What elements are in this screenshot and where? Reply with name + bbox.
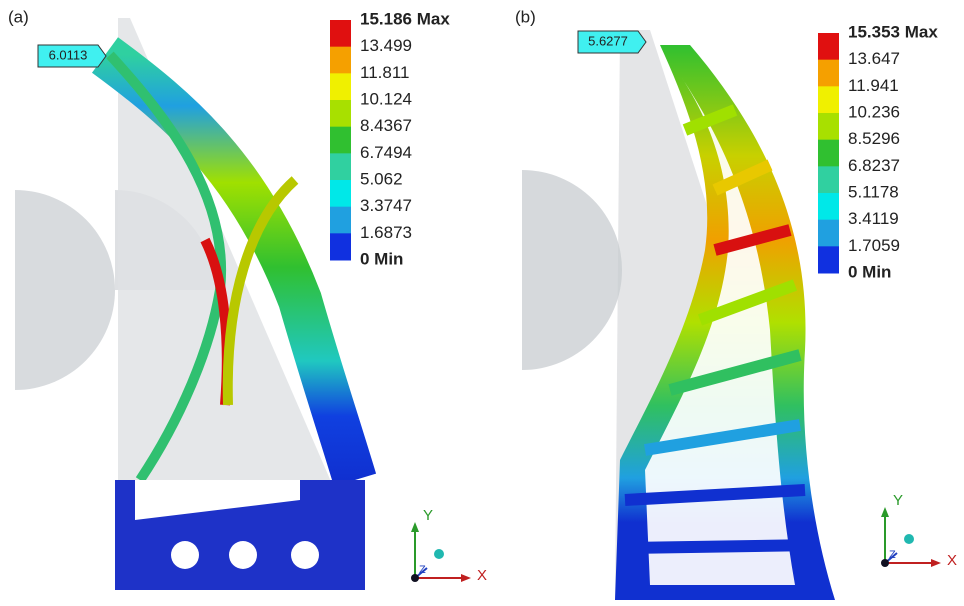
legend-swatch xyxy=(330,47,351,74)
legend-swatch xyxy=(818,246,839,273)
legend-swatch xyxy=(330,127,351,154)
legend-label: 3.4119 xyxy=(848,209,899,228)
legend-swatch xyxy=(330,207,351,234)
model-a xyxy=(15,18,365,590)
origin xyxy=(881,559,889,567)
legend-label: 5.1178 xyxy=(848,182,899,201)
axis-y-head xyxy=(411,522,419,532)
legend-swatch xyxy=(818,193,839,220)
legend-label: 10.236 xyxy=(848,102,900,121)
legend-swatch xyxy=(330,180,351,207)
view-sphere xyxy=(904,534,914,544)
legend-label: 6.7494 xyxy=(360,143,412,162)
view-sphere xyxy=(434,549,444,559)
legend-label: 13.499 xyxy=(360,36,412,55)
legend-swatch xyxy=(818,140,839,167)
legend-label: 13.647 xyxy=(848,49,900,68)
axis-y-label: Y xyxy=(423,507,433,524)
legend-swatch xyxy=(330,73,351,100)
legend-label: 1.6873 xyxy=(360,223,412,242)
legend-swatch xyxy=(818,220,839,247)
legend-label: 0 Min xyxy=(848,262,891,281)
axis-y-head xyxy=(881,507,889,517)
panel-label: (b) xyxy=(515,7,536,26)
axis-z-label: Z xyxy=(889,549,896,561)
legend-swatch xyxy=(818,33,839,60)
legend-label: 5.062 xyxy=(360,169,403,188)
probe-value: 5.6277 xyxy=(588,33,628,48)
panel-label: (a) xyxy=(8,7,29,26)
legend-label: 6.8237 xyxy=(848,156,900,175)
legend-swatch xyxy=(330,20,351,47)
legend-swatch xyxy=(330,233,351,260)
legend-swatch xyxy=(330,153,351,180)
model-b xyxy=(522,30,835,600)
legend-label: 8.4367 xyxy=(360,116,412,135)
legend-label: 0 Min xyxy=(360,249,403,268)
axis-x-head xyxy=(461,574,471,582)
legend-swatch xyxy=(818,60,839,87)
legend-swatch xyxy=(330,100,351,127)
axis-x-head xyxy=(931,559,941,567)
origin xyxy=(411,574,419,582)
legend-label: 11.941 xyxy=(848,76,899,95)
axis-x-label: X xyxy=(947,552,957,569)
legend-swatch xyxy=(818,113,839,140)
legend-label: 3.3747 xyxy=(360,196,412,215)
legend-label: 15.353 Max xyxy=(848,22,938,41)
probe-value: 6.0113 xyxy=(49,47,88,62)
axis-x-label: X xyxy=(477,567,487,584)
axis-z-label: Z xyxy=(419,564,426,576)
legend-label: 8.5296 xyxy=(848,129,900,148)
figure: (a) 6.0113 15.186 Max 13.499 11.811 10.124 8.4… xyxy=(0,0,964,606)
legend-swatch xyxy=(818,166,839,193)
legend-label: 10.124 xyxy=(360,89,412,108)
legend-label: 1.7059 xyxy=(848,236,900,255)
legend-swatch xyxy=(818,86,839,113)
legend-label: 11.811 xyxy=(360,63,409,82)
legend-label: 15.186 Max xyxy=(360,9,450,28)
axis-y-label: Y xyxy=(893,492,903,509)
